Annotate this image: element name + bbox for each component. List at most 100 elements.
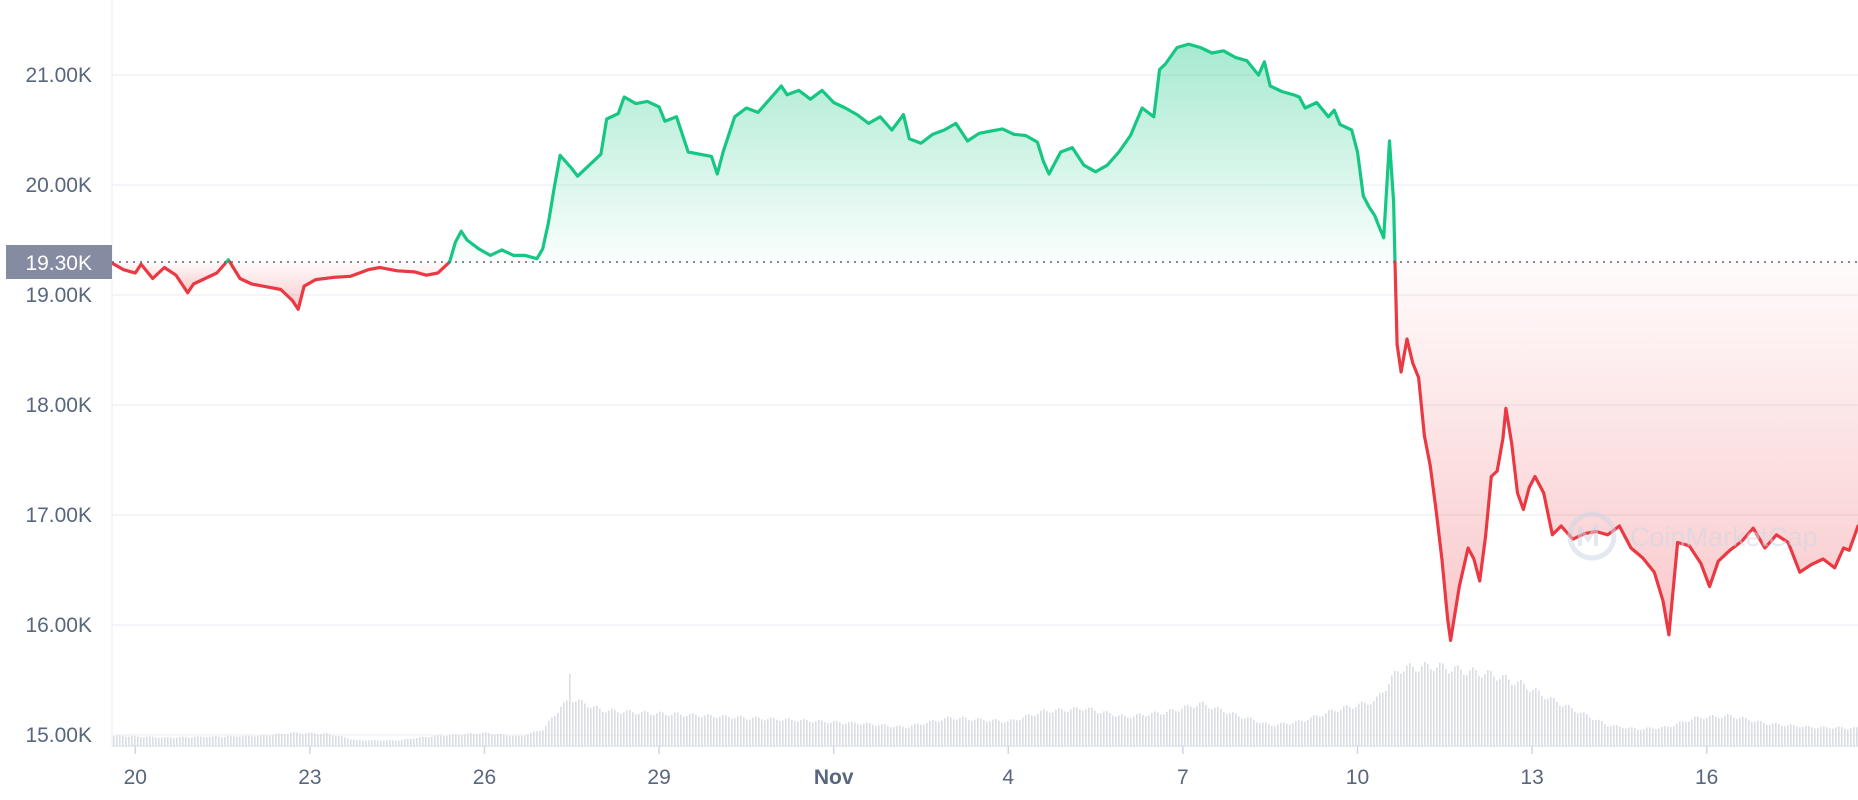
volume-bar (1154, 711, 1156, 746)
volume-bar (1376, 696, 1378, 746)
volume-bar (1613, 725, 1615, 746)
volume-bar (275, 734, 277, 746)
x-tick-label: 4 (1002, 766, 1014, 789)
volume-bar (1061, 709, 1063, 746)
volume-bar (305, 733, 307, 746)
volume-bar (233, 736, 235, 746)
volume-bar (164, 737, 166, 746)
volume-bar (1634, 728, 1636, 746)
volume-bar (1085, 709, 1087, 746)
volume-bar (1532, 690, 1534, 746)
volume-bar (1310, 717, 1312, 746)
volume-bar (434, 735, 436, 746)
volume-bar (1226, 714, 1228, 746)
volume-bar (1622, 728, 1624, 746)
volume-bar (1124, 715, 1126, 746)
volume-bar (1115, 716, 1117, 746)
volume-bar (1358, 703, 1360, 746)
volume-bar (1055, 709, 1057, 746)
volume-bar (842, 723, 844, 746)
volume-bar (1802, 726, 1804, 746)
volume-bar (329, 734, 331, 746)
volume-bar (722, 715, 724, 746)
volume-bar (953, 719, 955, 746)
volume-bar (1283, 722, 1285, 746)
volume-bar (1424, 661, 1426, 746)
volume-bar (845, 723, 847, 746)
volume-bar (1697, 716, 1699, 746)
volume-bar (461, 735, 463, 746)
volume-bar (1316, 715, 1318, 746)
volume-bar (623, 712, 625, 746)
x-tick-label: 10 (1346, 766, 1369, 789)
volume-bar (1709, 715, 1711, 746)
area-fill-down (229, 262, 450, 310)
volume-bar (1637, 729, 1639, 746)
volume-bar (707, 714, 709, 746)
volume-bar (617, 712, 619, 746)
volume-bar (1499, 679, 1501, 746)
x-tick-label: 29 (647, 766, 670, 789)
volume-bar (473, 733, 475, 746)
volume-bar (779, 721, 781, 746)
volume-bar (1619, 726, 1621, 746)
volume-bar (905, 727, 907, 746)
volume-bar (854, 722, 856, 746)
volume-bar (458, 734, 460, 746)
volume-bar (1742, 716, 1744, 746)
volume-bar (350, 739, 352, 746)
volume-bar (1157, 712, 1159, 746)
volume-bar (1109, 712, 1111, 746)
volume-bar (1286, 723, 1288, 746)
volume-bar (1391, 675, 1393, 746)
volume-bar (1547, 698, 1549, 746)
y-tick-label: 15.00K (25, 724, 92, 747)
volume-bar (269, 735, 271, 746)
volume-bar (1436, 667, 1438, 746)
volume-bar (797, 721, 799, 746)
price-line-up (448, 42, 1397, 264)
volume-bar (1295, 721, 1297, 746)
volume-bar (1397, 671, 1399, 746)
volume-bar (911, 725, 913, 746)
volume-bar (404, 739, 406, 746)
volume-bar (1277, 724, 1279, 746)
volume-bar (1775, 722, 1777, 746)
volume-bar (1856, 727, 1858, 746)
volume-bar (1235, 713, 1237, 746)
volume-bar (1490, 670, 1492, 746)
volume-bar (335, 736, 337, 746)
volume-bar (1373, 701, 1375, 746)
volume-bar (380, 740, 382, 746)
volume-bar (1607, 726, 1609, 746)
volume-bar (629, 710, 631, 746)
volume-bar (1208, 708, 1210, 746)
volume-bar (1259, 723, 1261, 746)
volume-bar (1757, 720, 1759, 746)
volume-bar (1217, 706, 1219, 746)
volume-bar (1388, 684, 1390, 746)
volume-bar (254, 736, 256, 746)
volume-bar (611, 708, 613, 746)
volume-bar (590, 707, 592, 746)
volume-bar (815, 721, 817, 746)
volume-bar (896, 725, 898, 746)
volume-bar (1643, 728, 1645, 746)
volume-bar (188, 737, 190, 746)
volume-bar (263, 735, 265, 746)
volume-bar (1448, 673, 1450, 746)
volume-bar (1382, 692, 1384, 746)
volume-bar (227, 736, 229, 746)
volume-bar (1400, 673, 1402, 746)
volume-bar (1751, 722, 1753, 746)
volume-bar (587, 707, 589, 746)
volume-bar (1664, 726, 1666, 746)
volume-bar (950, 717, 952, 746)
volume-bar (1631, 727, 1633, 746)
volume-bar (1004, 722, 1006, 746)
volume-bar (545, 725, 547, 746)
volume-bar (986, 721, 988, 746)
volume-bar (1481, 677, 1483, 746)
volume-bar (1508, 679, 1510, 746)
x-tick-label: 20 (124, 766, 147, 789)
